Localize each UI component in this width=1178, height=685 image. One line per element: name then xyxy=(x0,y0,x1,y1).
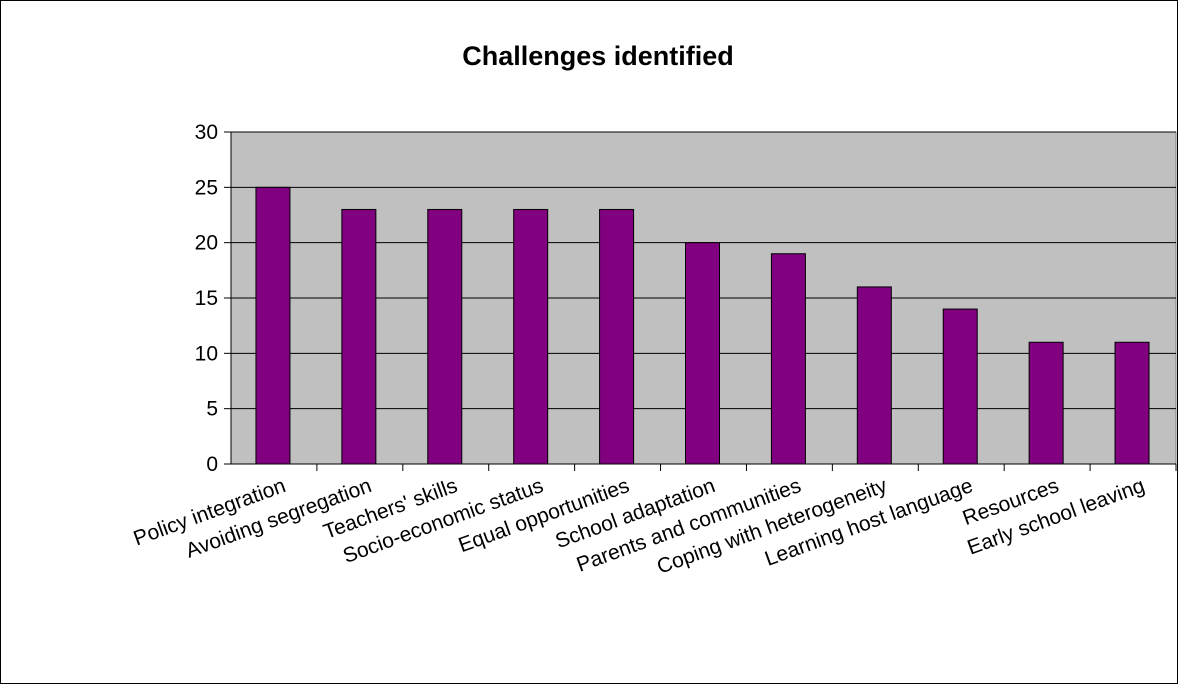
bar xyxy=(255,186,291,465)
bar xyxy=(856,286,892,465)
bar xyxy=(427,208,463,465)
bar xyxy=(599,208,635,465)
y-tick-label: 15 xyxy=(195,287,218,310)
y-tick-label: 30 xyxy=(195,121,218,144)
bar xyxy=(770,253,806,465)
bars xyxy=(255,186,1150,465)
gridlines xyxy=(231,131,1176,410)
y-tick-label: 10 xyxy=(195,342,218,365)
axes xyxy=(224,131,1177,471)
bar xyxy=(942,308,978,465)
bar xyxy=(1028,341,1064,465)
bar xyxy=(513,208,549,465)
bar xyxy=(685,242,720,465)
bar xyxy=(1114,341,1150,465)
y-tick-label: 20 xyxy=(195,232,218,255)
y-tick-label: 25 xyxy=(195,176,218,199)
chart-title: Challenges identified xyxy=(462,41,734,71)
bar xyxy=(341,208,377,465)
y-tick-label: 0 xyxy=(206,453,218,476)
y-axis-tick-labels: 0 5 10 15 20 25 30 xyxy=(195,121,218,476)
y-tick-label: 5 xyxy=(206,398,218,421)
